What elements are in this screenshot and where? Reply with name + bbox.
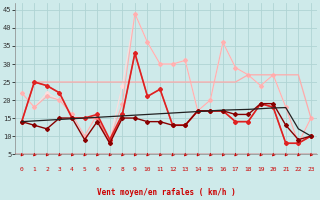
X-axis label: Vent moyen/en rafales ( km/h ): Vent moyen/en rafales ( km/h ) bbox=[97, 188, 236, 197]
